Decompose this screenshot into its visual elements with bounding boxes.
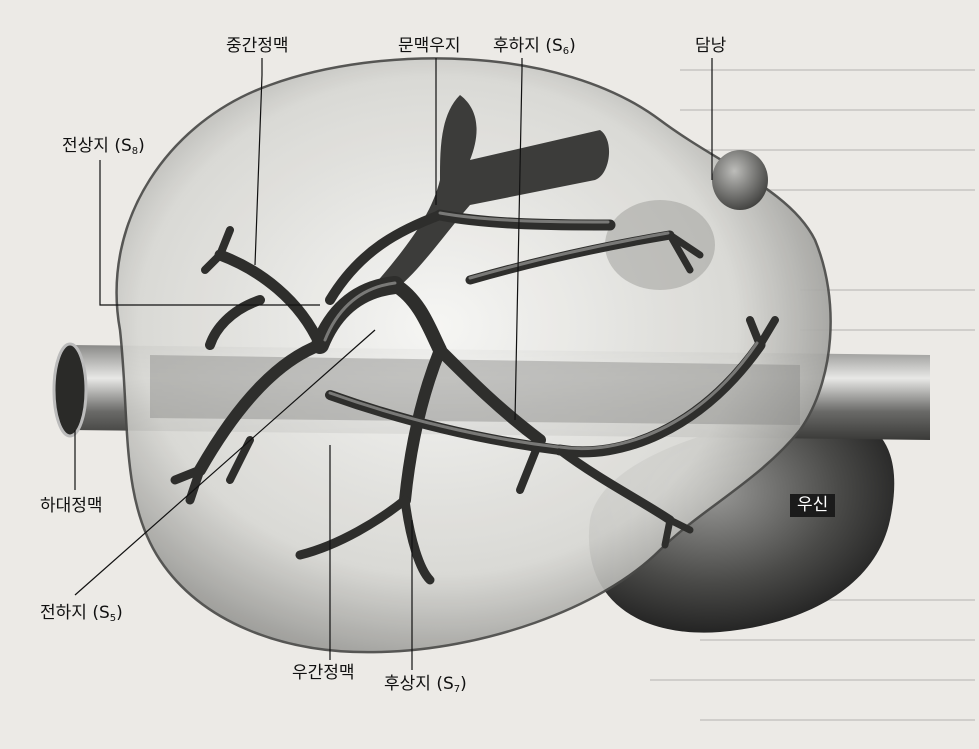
label-posterior-inferior: 후하지 (S6) bbox=[493, 36, 576, 57]
label-portal-vein-right: 문맥우지 bbox=[398, 36, 461, 56]
label-middle-hepatic-vein: 중간정맥 bbox=[226, 36, 289, 56]
leader-lines bbox=[74, 58, 713, 670]
label-inferior-vena-cava: 하대정맥 bbox=[40, 496, 103, 516]
label-anterior-inferior: 전하지 (S5) bbox=[40, 603, 123, 624]
leader-anterior-inferior bbox=[74, 329, 376, 596]
leader-middle-hepatic-vein bbox=[254, 58, 263, 266]
label-right-kidney: 우신 bbox=[790, 494, 836, 517]
gallbladder-shape bbox=[712, 150, 768, 210]
portal-vein-trunk bbox=[370, 95, 610, 290]
label-posterior-superior: 후상지 (S7) bbox=[384, 674, 467, 695]
vessel-highlights bbox=[323, 211, 759, 451]
vessel-branches bbox=[170, 209, 779, 585]
label-right-hepatic-vein: 우간정맥 bbox=[292, 663, 355, 683]
label-gallbladder: 담낭 bbox=[695, 36, 727, 56]
leader-posterior-inferior bbox=[514, 58, 523, 421]
leader-anterior-superior bbox=[99, 160, 320, 306]
background-text-bleed bbox=[650, 69, 975, 721]
label-anterior-superior: 전상지 (S8) bbox=[62, 136, 145, 157]
ivc-opening bbox=[52, 342, 88, 438]
